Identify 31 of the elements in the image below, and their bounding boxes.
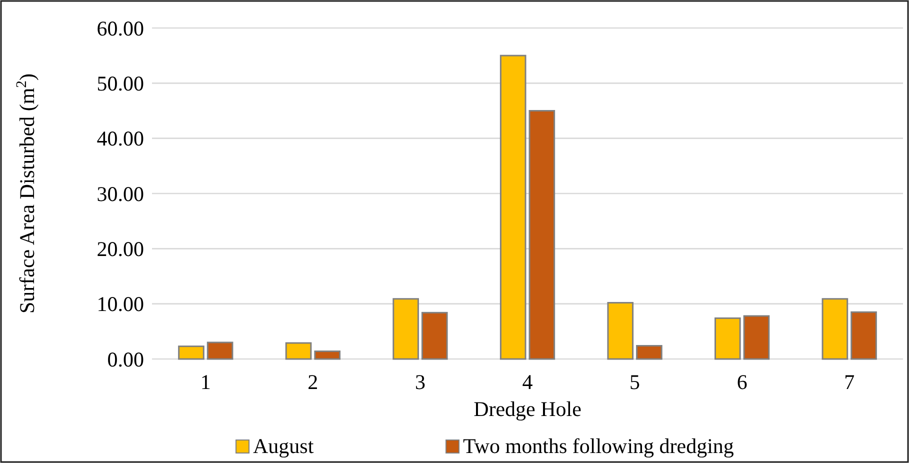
- y-tick-label: 30.00: [96, 182, 144, 206]
- y-tick-label: 0.00: [107, 347, 144, 372]
- bar: [178, 346, 204, 360]
- bar: [528, 110, 556, 360]
- legend-label: August: [253, 434, 314, 458]
- bar: [607, 302, 634, 360]
- bar: [822, 298, 848, 360]
- y-tick-label: 50.00: [96, 72, 144, 96]
- bar: [636, 345, 662, 360]
- x-tick-label: 7: [844, 370, 855, 394]
- x-tick-label: 4: [522, 370, 534, 394]
- y-tick-label: 10.00: [96, 292, 144, 316]
- bar: [392, 298, 419, 360]
- x-tick-label: 1: [200, 370, 211, 394]
- x-axis-title: Dredge Hole: [474, 397, 582, 421]
- bar: [850, 311, 877, 360]
- legend-label: Two months following dredging: [463, 434, 734, 458]
- x-tick-label: 3: [414, 370, 426, 394]
- x-tick-label: 2: [308, 370, 318, 394]
- x-tick-label: 5: [630, 370, 640, 394]
- bar: [314, 350, 340, 360]
- bar: [206, 342, 234, 360]
- y-tick-label: 40.00: [96, 126, 144, 151]
- bar: [421, 312, 448, 360]
- x-tick-label: 6: [736, 370, 748, 394]
- y-tick-label: 60.00: [96, 16, 144, 40]
- bar: [500, 54, 526, 360]
- bar: [743, 315, 770, 360]
- bar: [285, 342, 312, 360]
- y-tick-label: 20.00: [96, 237, 144, 262]
- bar: [714, 317, 741, 360]
